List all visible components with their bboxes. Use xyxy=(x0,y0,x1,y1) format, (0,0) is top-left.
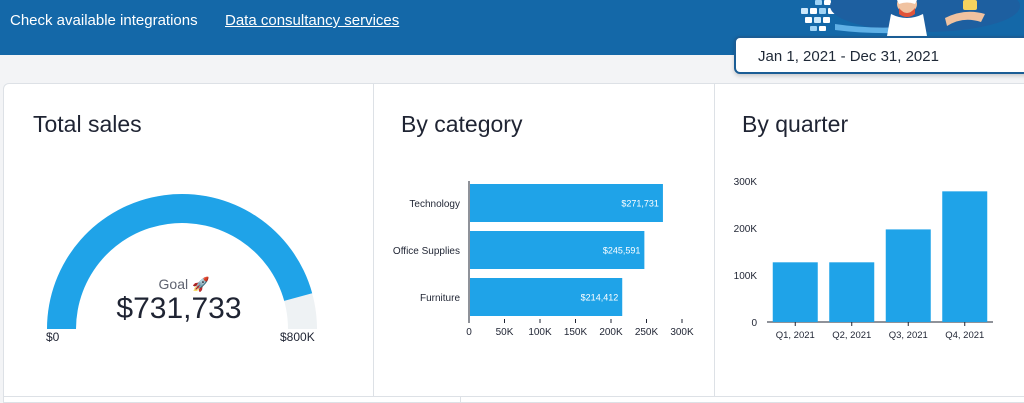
quarter-x-tick-label: Q4, 2021 xyxy=(945,330,984,341)
category-label: Technology xyxy=(409,199,460,210)
category-x-tick-label: 0 xyxy=(466,327,472,338)
bottom-card-right xyxy=(460,396,1024,403)
integrations-link[interactable]: Check available integrations xyxy=(10,12,198,29)
category-x-tick-label: 100K xyxy=(528,327,552,338)
by-quarter-card: By quarter 0 100K 200K 300K Q1, 2021 Q2, 2021… xyxy=(714,83,1024,403)
quarter-bar[interactable] xyxy=(772,262,818,322)
consultancy-link[interactable]: Data consultancy services xyxy=(225,12,400,29)
gauge-value: $731,733 xyxy=(116,292,241,325)
category-value-label: $245,591 xyxy=(603,246,641,256)
category-x-tick-label: 200K xyxy=(599,327,623,338)
quarter-bar[interactable] xyxy=(942,191,988,322)
date-range-picker[interactable]: Jan 1, 2021 - Dec 31, 2021 xyxy=(734,36,1024,74)
category-bar[interactable] xyxy=(470,231,645,269)
dot-grid-logo xyxy=(801,0,835,31)
by-category-title: By category xyxy=(401,111,523,137)
quarter-x-tick-label: Q3, 2021 xyxy=(889,330,928,341)
by-quarter-chart: 0 100K 200K 300K Q1, 2021 Q2, 2021 Q3, 2021 Q4,… xyxy=(734,177,993,341)
category-x-tick-label: 300K xyxy=(670,327,694,338)
total-sales-gauge: Goal 🚀 $731,733 $0 $800K xyxy=(46,193,317,344)
by-quarter-title: By quarter xyxy=(742,111,849,137)
quarter-bar[interactable] xyxy=(885,229,931,322)
category-x-tick-label: 250K xyxy=(635,327,659,338)
gauge-min-label: $0 xyxy=(46,330,60,344)
by-category-card: By category $271,731 Technology $245,591 Of… xyxy=(373,83,715,403)
category-value-label: $214,412 xyxy=(581,293,619,303)
category-value-label: $271,731 xyxy=(621,199,659,209)
by-category-chart: $271,731 Technology $245,591 Office Supplie… xyxy=(393,181,694,338)
quarter-y-tick-label: 100K xyxy=(734,271,758,282)
quarter-x-tick-label: Q1, 2021 xyxy=(776,330,815,341)
quarter-x-tick-label: Q2, 2021 xyxy=(832,330,871,341)
gauge-fill xyxy=(47,193,313,329)
total-sales-card: Total sales Goal 🚀 $731,733 $0 $800K xyxy=(3,83,374,403)
quarter-y-tick-label: 300K xyxy=(734,177,758,188)
category-bar[interactable] xyxy=(470,184,663,222)
gauge-goal-label: Goal 🚀 xyxy=(159,276,210,293)
category-label: Furniture xyxy=(420,293,460,304)
quarter-bar[interactable] xyxy=(829,262,875,322)
person-illustration xyxy=(830,0,1020,36)
quarter-y-tick-label: 200K xyxy=(734,224,758,235)
category-x-tick-label: 50K xyxy=(496,327,514,338)
banner-illustration xyxy=(801,0,1020,36)
bottom-card-left xyxy=(3,396,461,403)
quarter-y-tick-label: 0 xyxy=(751,318,757,329)
category-x-tick-label: 150K xyxy=(564,327,588,338)
top-banner: Check available integrations Data consul… xyxy=(0,0,1024,55)
gauge-max-label: $800K xyxy=(280,330,315,344)
category-label: Office Supplies xyxy=(393,246,460,257)
category-bar[interactable] xyxy=(470,278,623,316)
total-sales-title: Total sales xyxy=(33,111,142,137)
